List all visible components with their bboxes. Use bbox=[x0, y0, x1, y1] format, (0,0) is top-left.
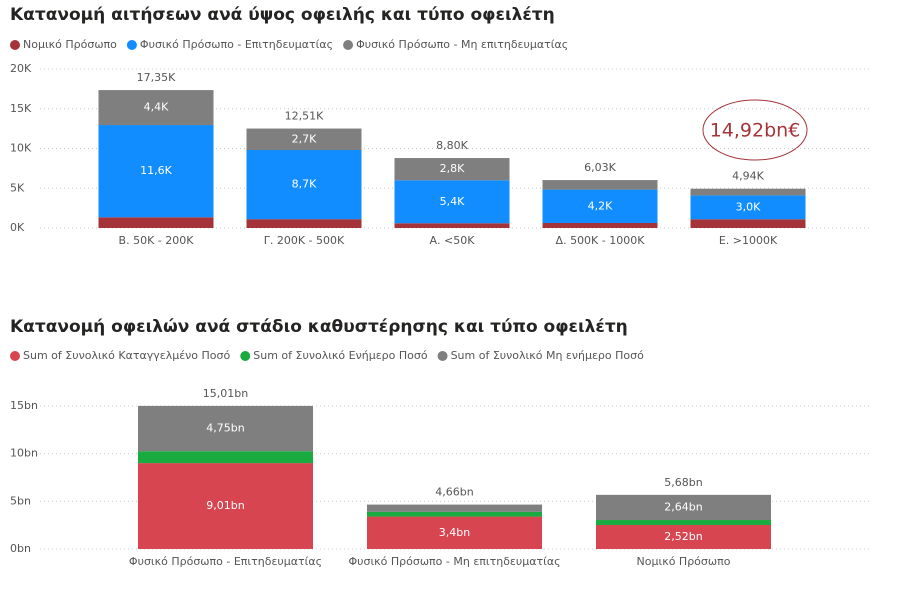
annotation: 14,92bn€ bbox=[710, 120, 801, 142]
data-label: 2,52bn bbox=[664, 530, 702, 543]
data-label: 11,6K bbox=[140, 164, 172, 177]
annotation-circle bbox=[702, 99, 808, 161]
y-tick-label: 5K bbox=[10, 181, 25, 194]
bar-segment bbox=[596, 494, 771, 521]
legend-swatch bbox=[126, 40, 137, 50]
y-tick-label: 0K bbox=[10, 221, 25, 234]
x-tick-label: Γ. 200K - 500K bbox=[264, 234, 345, 247]
bar-segment bbox=[367, 516, 542, 549]
total-label: 17,35K bbox=[137, 71, 176, 84]
y-tick-label: 15bn bbox=[10, 399, 38, 412]
x-tick-label: Δ. 500K - 1000K bbox=[556, 234, 646, 247]
bar-segment bbox=[246, 219, 362, 228]
data-label: 2,7K bbox=[292, 132, 317, 145]
data-label: 5,4K bbox=[440, 195, 465, 208]
bar-segment bbox=[138, 405, 313, 452]
legend-label: Sum of Συνολικό Μη ενήμερο Ποσό bbox=[451, 349, 645, 362]
total-label: 8,80K bbox=[436, 139, 468, 152]
data-label: 4,2K bbox=[588, 199, 613, 212]
total-label: 6,03K bbox=[584, 161, 616, 174]
legend-label: Φυσικό Πρόσωπο - Επιτηδευματίας bbox=[140, 38, 333, 51]
data-label: 9,01bn bbox=[206, 499, 244, 512]
bar-segment bbox=[98, 125, 214, 218]
total-label: 4,66bn bbox=[435, 486, 473, 499]
bar-segment bbox=[542, 189, 658, 223]
legend-label: Φυσικό Πρόσωπο - Μη επιτηδευματίας bbox=[356, 38, 568, 51]
data-label: 2,8K bbox=[440, 162, 465, 175]
bar-segment bbox=[246, 150, 362, 220]
bar-segment bbox=[690, 195, 806, 220]
data-label: 4,75bn bbox=[206, 422, 244, 435]
y-tick-label: 20K bbox=[10, 62, 32, 75]
bar-segment bbox=[690, 219, 806, 228]
x-tick-label: Φυσικό Πρόσωπο - Επιτηδευματίας bbox=[129, 555, 322, 568]
bar-segment bbox=[367, 511, 542, 517]
legend-label: Sum of Συνολικό Ενήμερο Ποσό bbox=[253, 349, 428, 362]
y-tick-label: 5bn bbox=[10, 494, 31, 507]
data-label: 8,7K bbox=[292, 178, 317, 191]
legend-label: Sum of Συνολικό Καταγγελμένο Ποσό bbox=[23, 349, 230, 362]
data-label: 3,4bn bbox=[439, 526, 470, 539]
total-label: 12,51K bbox=[285, 110, 324, 123]
bar-segment bbox=[690, 188, 806, 196]
bar-segment bbox=[138, 451, 313, 464]
x-tick-label: Ε. >1000K bbox=[719, 234, 778, 247]
bar-segment bbox=[98, 217, 214, 228]
chart-title: Κατανομή αιτήσεων ανά ύψος οφειλής και τ… bbox=[10, 5, 555, 25]
data-label: 2,64bn bbox=[664, 500, 702, 513]
bar-segment bbox=[138, 463, 313, 549]
y-tick-label: 0bn bbox=[10, 542, 31, 555]
y-tick-label: 10bn bbox=[10, 447, 38, 460]
x-tick-label: Α. <50K bbox=[430, 234, 476, 247]
bar-segment bbox=[246, 128, 362, 151]
x-tick-label: Φυσικό Πρόσωπο - Μη επιτηδευματίας bbox=[348, 555, 560, 568]
bar-segment bbox=[367, 504, 542, 512]
bar-segment bbox=[394, 158, 510, 181]
data-label: 4,4K bbox=[144, 101, 169, 114]
total-label: 4,94K bbox=[732, 170, 764, 183]
y-tick-label: 15K bbox=[10, 102, 32, 115]
legend-swatch bbox=[437, 351, 448, 361]
bar-segment bbox=[98, 90, 214, 126]
bar-segment bbox=[394, 180, 510, 224]
legend-swatch bbox=[240, 351, 251, 361]
legend-swatch bbox=[10, 40, 20, 50]
bar-segment bbox=[596, 520, 771, 525]
chart-title: Κατανομή οφειλών ανά στάδιο καθυστέρησης… bbox=[10, 317, 628, 337]
legend-swatch bbox=[10, 351, 20, 361]
legend-swatch bbox=[343, 40, 354, 50]
bar-segment bbox=[542, 180, 658, 190]
bar-segment bbox=[394, 223, 510, 228]
bar-segment bbox=[596, 524, 771, 549]
legend-label: Νομικό Πρόσωπο bbox=[23, 38, 117, 51]
x-tick-label: Β. 50K - 200K bbox=[119, 234, 195, 247]
data-label: 3,0K bbox=[736, 200, 761, 213]
total-label: 15,01bn bbox=[203, 387, 248, 400]
bar-segment bbox=[542, 222, 658, 228]
x-tick-label: Νομικό Πρόσωπο bbox=[637, 555, 731, 568]
total-label: 5,68bn bbox=[664, 476, 702, 489]
y-tick-label: 10K bbox=[10, 142, 32, 155]
